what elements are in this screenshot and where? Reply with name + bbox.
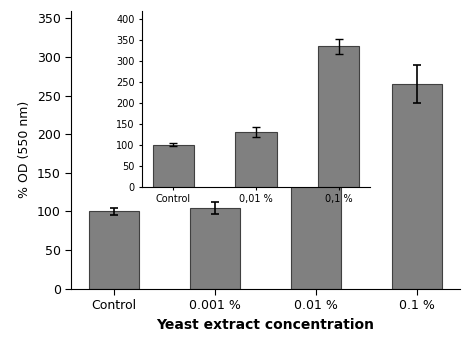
Bar <box>318 46 359 187</box>
X-axis label: Yeast extract concentration: Yeast extract concentration <box>156 318 374 332</box>
Bar <box>291 173 341 289</box>
Bar <box>392 84 442 289</box>
Bar <box>153 145 194 187</box>
Bar <box>190 208 240 289</box>
Bar <box>89 212 139 289</box>
Bar <box>235 132 277 187</box>
Y-axis label: % OD (550 nm): % OD (550 nm) <box>18 101 31 198</box>
